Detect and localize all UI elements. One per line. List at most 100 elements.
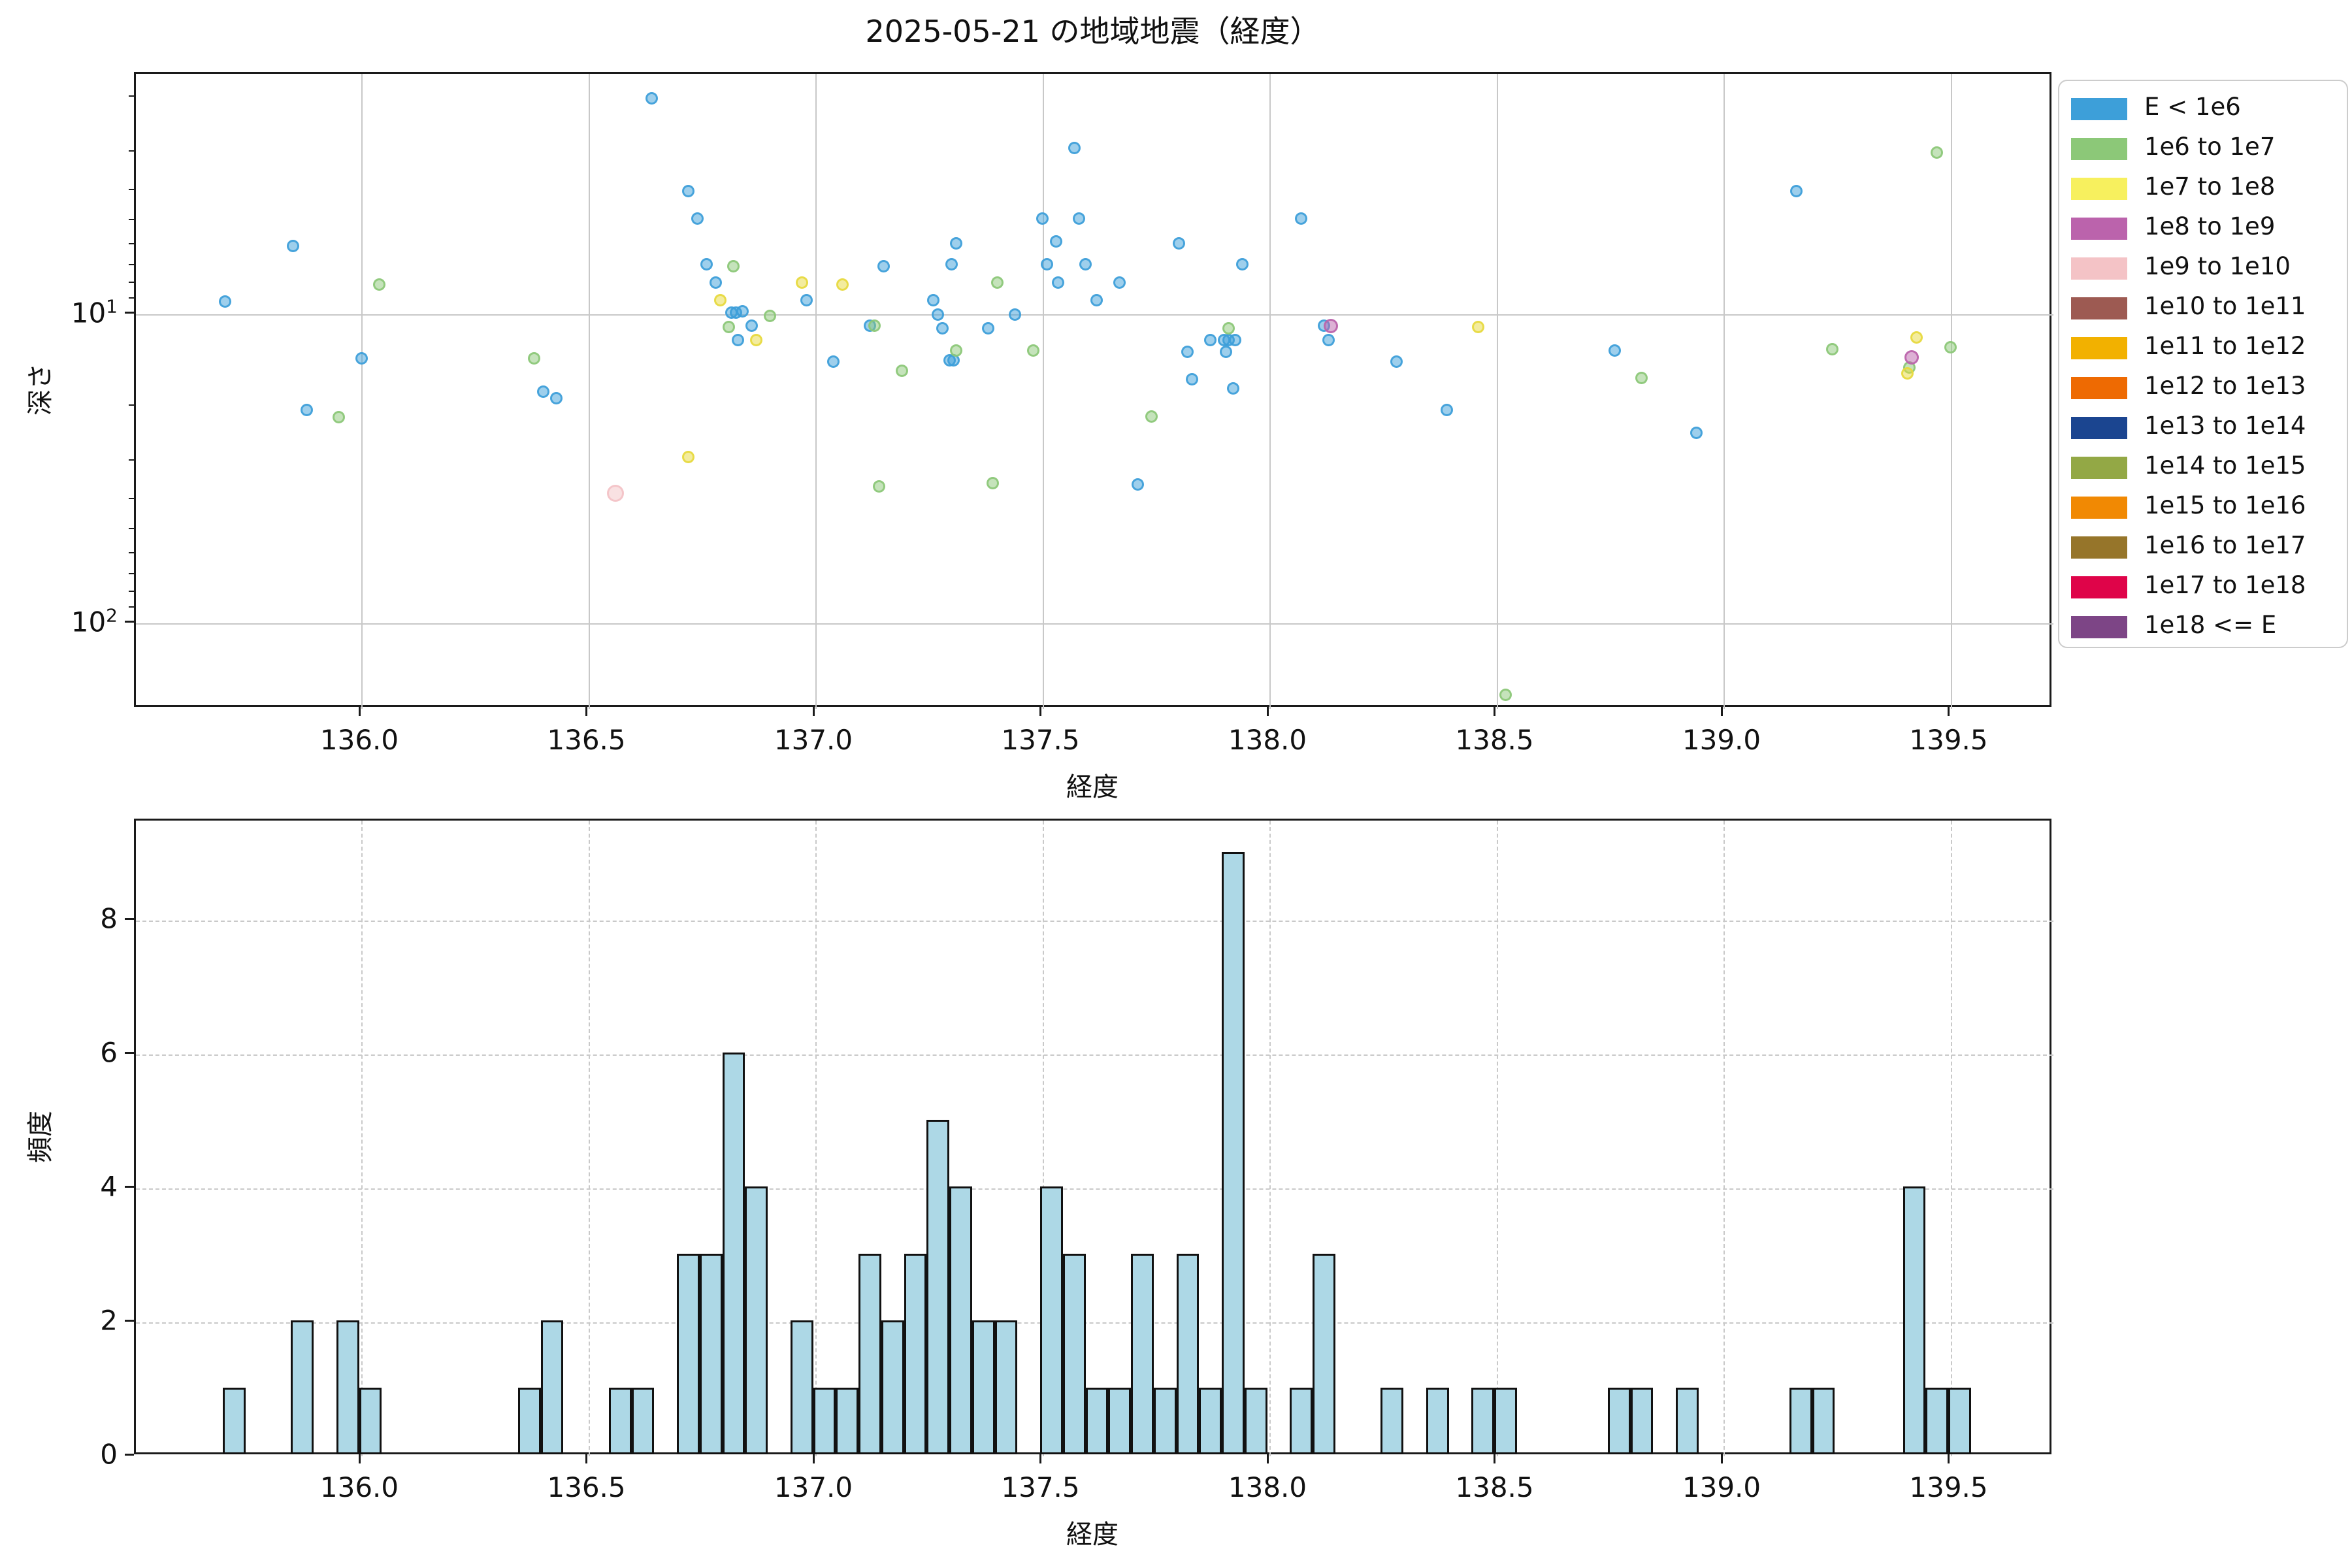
histogram-bar	[836, 1387, 859, 1454]
scatter-point	[1052, 276, 1065, 289]
histogram-bar	[949, 1186, 972, 1454]
scatter-y-minor-tick	[129, 459, 134, 461]
scatter-x-tick	[1039, 707, 1041, 716]
hist-x-tick	[1948, 1454, 1950, 1463]
scatter-point	[723, 321, 736, 334]
scatter-point	[1072, 212, 1085, 225]
scatter-y-minor-tick	[129, 218, 134, 220]
scatter-point	[332, 410, 345, 423]
hist-y-tick-label: 6	[100, 1036, 118, 1069]
scatter-plot	[134, 72, 2053, 709]
scatter-point	[986, 477, 999, 489]
histogram-bar	[1153, 1387, 1177, 1454]
legend: E < 1e6 1e6 to 1e7 1e7 to 1e8 1e8 to 1e9 1e9…	[2058, 80, 2348, 648]
legend-item: 1e10 to 1e11	[2059, 288, 2347, 329]
scatter-x-tick	[1720, 707, 1723, 716]
scatter-point	[1904, 350, 1919, 365]
scatter-point	[745, 319, 759, 333]
histogram-bar	[745, 1186, 768, 1454]
histogram-bar	[291, 1320, 314, 1454]
legend-label: 1e16 to 1e17	[2144, 531, 2306, 559]
histogram-bar	[1131, 1253, 1154, 1454]
legend-item: 1e6 to 1e7	[2059, 129, 2347, 169]
scatter-y-tick	[125, 311, 134, 314]
scatter-point	[1145, 410, 1158, 423]
histogram-bar	[1222, 851, 1245, 1454]
scatter-y-minor-tick	[129, 606, 134, 608]
histogram-bar	[881, 1320, 904, 1454]
legend-item: 1e16 to 1e17	[2059, 527, 2347, 568]
scatter-y-minor-tick	[129, 552, 134, 554]
hist-x-tick-label: 139.0	[1682, 1471, 1761, 1503]
scatter-point	[927, 293, 940, 306]
histogram-bar	[631, 1387, 655, 1454]
legend-label: 1e8 to 1e9	[2144, 212, 2276, 240]
scatter-y-minor-tick	[129, 497, 134, 499]
legend-label: 1e18 <= E	[2144, 611, 2277, 639]
hist-x-tick-label: 136.5	[547, 1471, 626, 1503]
histogram-bar	[1290, 1387, 1313, 1454]
histogram-bar	[677, 1253, 700, 1454]
hist-x-tick	[1720, 1454, 1723, 1463]
scatter-point	[1390, 355, 1403, 368]
scatter-point	[1690, 427, 1703, 440]
scatter-point	[949, 344, 962, 357]
scatter-point	[1009, 308, 1022, 321]
legend-label: 1e9 to 1e10	[2144, 252, 2291, 280]
histogram-bar	[722, 1053, 745, 1454]
legend-label: E < 1e6	[2144, 93, 2241, 121]
histogram-bar	[1244, 1387, 1267, 1454]
legend-label: 1e6 to 1e7	[2144, 133, 2276, 161]
hist-gridline-vertical	[1723, 821, 1725, 1456]
legend-item: 1e9 to 1e10	[2059, 248, 2347, 289]
histogram-bar	[858, 1253, 881, 1454]
scatter-x-tick	[1266, 707, 1269, 716]
histogram-bar	[1903, 1186, 1926, 1454]
histogram-bar	[1040, 1186, 1063, 1454]
legend-item: 1e8 to 1e9	[2059, 208, 2347, 249]
scatter-y-minor-tick	[129, 150, 134, 152]
scatter-point	[1931, 146, 1944, 159]
legend-swatch	[2071, 98, 2127, 120]
scatter-point	[836, 278, 849, 291]
histogram-bar	[336, 1320, 359, 1454]
legend-item: 1e12 to 1e13	[2059, 368, 2347, 408]
scatter-point	[795, 276, 808, 289]
histogram-bar	[1925, 1387, 1949, 1454]
legend-label: 1e12 to 1e13	[2144, 372, 2306, 400]
scatter-point	[1472, 321, 1485, 334]
hist-gridline-vertical	[815, 821, 817, 1456]
scatter-point	[1090, 293, 1103, 306]
hist-x-tick	[1494, 1454, 1495, 1463]
legend-swatch	[2071, 178, 2127, 200]
scatter-point	[219, 295, 231, 308]
scatter-y-minor-tick	[129, 404, 134, 406]
scatter-x-tick	[1494, 707, 1495, 716]
scatter-point	[1323, 318, 1338, 333]
histogram-bar	[1607, 1387, 1631, 1454]
legend-label: 1e14 to 1e15	[2144, 451, 2306, 480]
chart-title: 2025-05-21 の地域地震（経度）	[865, 14, 1320, 49]
histogram-bar	[1380, 1387, 1404, 1454]
scatter-point	[1226, 382, 1239, 395]
hist-x-tick-label: 136.0	[319, 1471, 399, 1503]
scatter-point	[645, 91, 659, 105]
scatter-point	[1826, 343, 1839, 356]
scatter-y-minor-tick	[129, 282, 134, 284]
scatter-gridline-vertical	[588, 74, 590, 709]
scatter-x-tick-label: 139.0	[1682, 724, 1761, 756]
scatter-point	[1235, 258, 1249, 271]
scatter-point	[764, 309, 776, 322]
scatter-gridline-horizontal	[136, 623, 2053, 625]
scatter-point	[1172, 237, 1185, 250]
legend-item: 1e18 <= E	[2059, 607, 2347, 647]
legend-swatch	[2071, 576, 2127, 598]
scatter-y-minor-tick	[129, 188, 134, 190]
scatter-point	[1131, 478, 1144, 491]
legend-item: 1e11 to 1e12	[2059, 328, 2347, 368]
histogram-bar	[1789, 1387, 1812, 1454]
scatter-point	[877, 260, 890, 273]
hist-y-tick	[125, 1185, 134, 1188]
scatter-y-minor-tick	[129, 263, 134, 265]
scatter-gridline-vertical	[361, 74, 363, 709]
